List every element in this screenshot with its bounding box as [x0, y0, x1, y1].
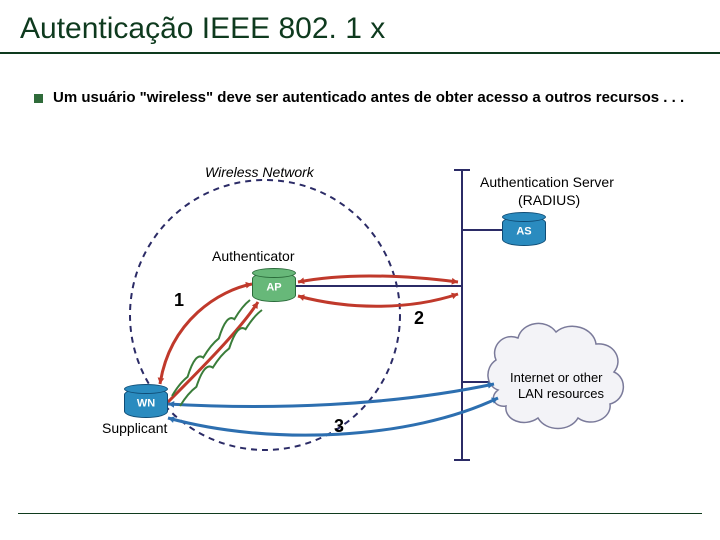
title-bar: Autenticação IEEE 802. 1 x — [0, 0, 720, 54]
auth-server-line2: (RADIUS) — [518, 192, 580, 208]
bullet-marker-icon — [34, 94, 43, 103]
ap-node: AP — [252, 272, 296, 302]
network-diagram: Wireless Network Authenticator Authentic… — [90, 160, 650, 500]
internet-label-l1: Internet or other — [510, 370, 603, 385]
auth-server-line1: Authentication Server — [480, 174, 614, 190]
step-2: 2 — [414, 308, 424, 329]
bullet-item: Um usuário "wireless" deve ser autentica… — [34, 88, 692, 108]
supplicant-label: Supplicant — [102, 420, 167, 436]
wn-tag: WN — [124, 398, 168, 410]
step-3: 3 — [334, 416, 344, 437]
step-1: 1 — [174, 290, 184, 311]
wireless-network-label: Wireless Network — [205, 164, 314, 180]
wn-node: WN — [124, 388, 168, 418]
as-node: AS — [502, 216, 546, 246]
authenticator-label: Authenticator — [212, 248, 295, 264]
bullet-text: Um usuário "wireless" deve ser autentica… — [53, 88, 684, 108]
as-tag: AS — [502, 226, 546, 238]
diagram-svg — [90, 160, 650, 500]
slide-title: Autenticação IEEE 802. 1 x — [20, 12, 700, 46]
footer-divider — [18, 513, 702, 514]
internet-label-l2: LAN resources — [518, 386, 604, 401]
ap-tag: AP — [252, 282, 296, 294]
